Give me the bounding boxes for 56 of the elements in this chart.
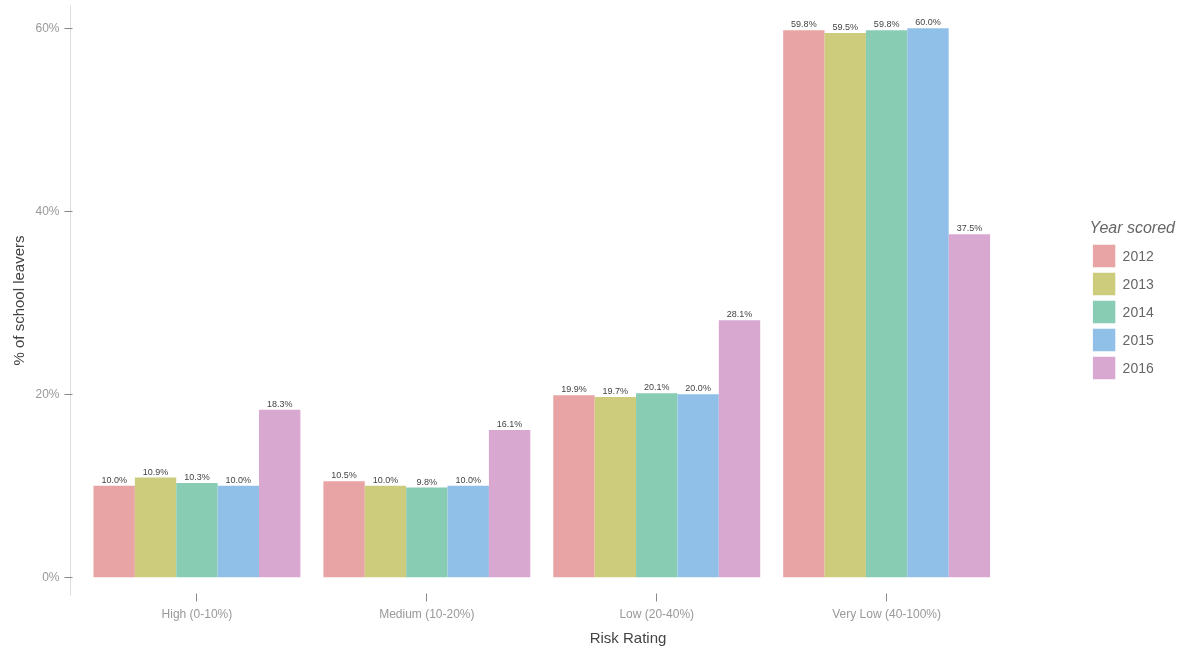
x-tick-label: Medium (10-20%): [379, 606, 475, 621]
data-label: 10.3%: [184, 471, 210, 482]
data-label: 20.1%: [643, 382, 670, 393]
bar: [323, 481, 365, 578]
bar: [677, 394, 719, 578]
data-label: 16.1%: [496, 418, 523, 429]
x-tick-label: Very Low (40-100%): [832, 606, 942, 621]
data-label: 9.8%: [416, 476, 438, 487]
bar: [259, 409, 301, 578]
bar: [217, 485, 260, 578]
bar: [718, 320, 761, 578]
y-tick-label: 0%: [42, 570, 60, 585]
x-tick-label: High (0-10%): [161, 606, 233, 621]
data-label: 10.0%: [101, 474, 127, 485]
data-label: 59.5%: [832, 21, 859, 32]
bar: [488, 429, 531, 578]
x-axis-title: Risk Rating: [589, 628, 667, 646]
data-label: 10.5%: [331, 470, 357, 481]
bar: [948, 234, 991, 578]
legend-label: 2012: [1122, 247, 1154, 264]
data-label: 20.0%: [685, 383, 711, 394]
legend-label: 2014: [1122, 303, 1154, 320]
data-label: 19.9%: [561, 384, 587, 395]
bar: [865, 30, 908, 578]
bar: [134, 477, 177, 578]
data-label: 19.7%: [602, 386, 629, 396]
data-label: 28.1%: [726, 309, 753, 320]
bar: [553, 395, 595, 578]
bar: [447, 485, 489, 578]
bar: [364, 485, 407, 578]
bar: [824, 32, 866, 578]
data-label: 60.0%: [915, 17, 941, 28]
data-label: 10.0%: [455, 474, 481, 485]
bar: [636, 393, 678, 578]
legend-label: 2015: [1122, 331, 1154, 348]
x-tick-label: Low (20-40%): [619, 606, 695, 621]
data-label: 18.3%: [266, 398, 293, 409]
data-label: 10.0%: [372, 474, 399, 485]
bar: [783, 30, 825, 578]
data-label: 10.0%: [225, 474, 252, 485]
data-label: 59.8%: [873, 19, 900, 30]
bar: [907, 28, 949, 578]
y-axis-title: % of school leavers: [10, 235, 28, 366]
bar: [93, 485, 135, 578]
bar: [176, 482, 218, 578]
bar: [406, 487, 448, 578]
legend-label: 2013: [1122, 275, 1154, 292]
bar: [594, 397, 637, 578]
y-tick-label: 40%: [35, 204, 60, 219]
data-label: 10.9%: [142, 466, 169, 477]
y-tick-label: 20%: [35, 387, 60, 402]
legend-title: Year scored: [1089, 218, 1175, 237]
data-label: 37.5%: [956, 223, 983, 234]
legend-label: 2016: [1122, 359, 1154, 376]
data-label: 59.8%: [791, 19, 817, 30]
y-tick-label: 60%: [35, 21, 60, 36]
